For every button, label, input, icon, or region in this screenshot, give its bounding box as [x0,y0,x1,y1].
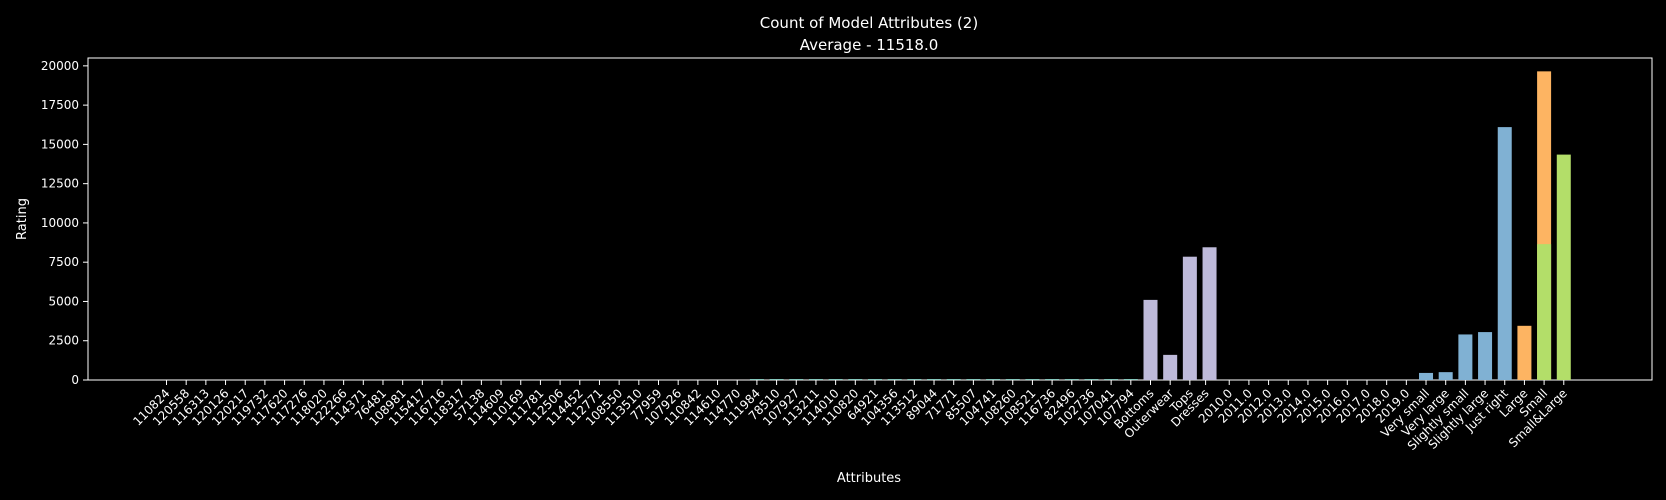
bar [1458,334,1473,380]
bar [966,379,981,380]
bar [1556,154,1571,380]
bar [946,379,961,380]
bar [828,379,843,380]
bar [927,379,942,380]
y-tick-label: 15000 [41,137,79,151]
bar [808,379,823,380]
y-tick-label: 10000 [41,216,79,230]
bar [1104,379,1119,380]
bar [1438,372,1453,380]
bar [1163,354,1178,380]
y-tick-label: 17500 [41,98,79,112]
bar [1045,379,1060,380]
bar [1123,379,1138,380]
y-tick-label: 7500 [48,255,79,269]
chart-title: Count of Model Attributes (2) [760,14,978,32]
bar [1182,256,1197,380]
bar [1064,379,1079,380]
bars-group [749,71,1571,380]
bar [1143,299,1158,380]
y-tick-label: 20000 [41,59,79,73]
bar [848,379,863,380]
y-tick-label: 0 [71,373,79,387]
bar [1517,325,1532,380]
bar [1497,127,1512,380]
y-tick-label: 5000 [48,294,79,308]
bar [1202,247,1217,380]
bar [1084,379,1099,380]
bar [887,379,902,380]
bar [867,379,882,380]
y-tick-label: 2500 [48,334,79,348]
bar [1005,379,1020,380]
y-axis: 0 2500 5000 7500 10000 12500 15000 17500 20000 [41,59,88,387]
bar [1419,372,1434,380]
bar [1478,332,1493,380]
chart-subtitle: Average - 11518.0 [800,36,939,54]
bar [907,379,922,380]
bar [1025,379,1040,380]
bar [769,379,784,380]
y-axis-label: Rating [15,198,30,240]
bar [1537,244,1552,380]
y-tick-label: 12500 [41,177,79,191]
bar [749,379,764,380]
plot-area-frame [87,57,1653,381]
x-axis-label: Attributes [837,471,901,486]
bar [986,379,1001,380]
bar [789,379,804,380]
x-axis: 1108241205581163131201261202171197321176… [130,380,1570,453]
